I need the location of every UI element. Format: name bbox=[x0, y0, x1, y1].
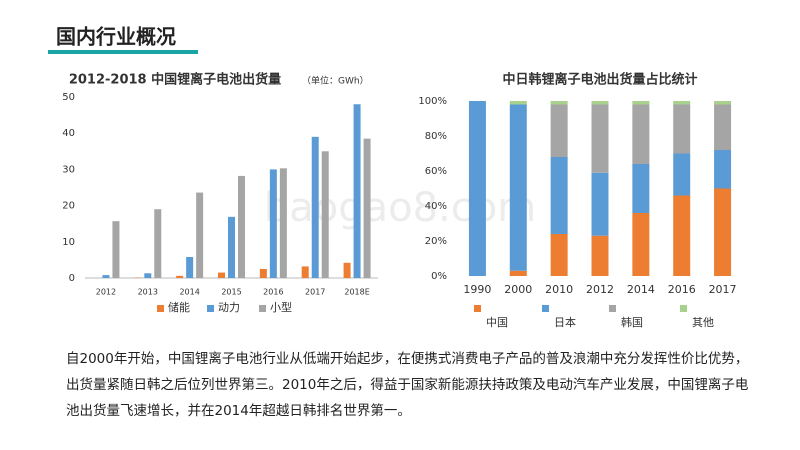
bar-segment bbox=[673, 153, 691, 196]
legend-swatch bbox=[609, 305, 616, 312]
bar-segment bbox=[591, 235, 609, 276]
y-tick-label: 10 bbox=[62, 237, 75, 248]
y-tick-label: 40 bbox=[62, 128, 75, 139]
x-tick-label: 2014 bbox=[179, 288, 199, 297]
bar bbox=[343, 262, 351, 278]
bar bbox=[176, 275, 184, 278]
bar bbox=[238, 175, 245, 278]
bar bbox=[102, 275, 110, 278]
x-tick-label: 1990 bbox=[463, 283, 491, 296]
page-title: 国内行业概况 bbox=[56, 25, 176, 49]
x-tick-label: 2013 bbox=[138, 288, 158, 297]
bar-segment bbox=[632, 213, 650, 276]
bar-segment bbox=[714, 104, 732, 150]
chart-subtitle: （单位：GWh） bbox=[302, 75, 369, 87]
title-underline bbox=[48, 50, 198, 54]
bar-segment bbox=[714, 188, 732, 276]
bar bbox=[321, 151, 329, 278]
x-tick-label: 2018E bbox=[344, 288, 369, 297]
bar-segment bbox=[550, 104, 568, 157]
legend-swatch bbox=[157, 305, 164, 312]
y-tick-label: 20 bbox=[62, 201, 75, 212]
bar-segment bbox=[591, 172, 609, 236]
legend-swatch bbox=[207, 305, 214, 312]
legend-swatch bbox=[474, 305, 481, 312]
bar-segment bbox=[714, 150, 732, 189]
legend-label: 动力 bbox=[218, 301, 240, 314]
x-tick-label: 2012 bbox=[96, 288, 116, 297]
bar-segment bbox=[591, 104, 609, 173]
chart-title: 中日韩锂离子电池出货量占比统计 bbox=[502, 72, 697, 88]
bar-segment bbox=[591, 101, 609, 105]
bar-segment bbox=[632, 164, 650, 213]
y-tick-label: 60% bbox=[425, 166, 447, 177]
bar bbox=[311, 136, 319, 278]
bar-segment bbox=[550, 101, 568, 105]
legend-swatch bbox=[259, 305, 266, 312]
bar-segment bbox=[509, 101, 527, 105]
y-tick-label: 100% bbox=[418, 96, 447, 107]
bar bbox=[363, 138, 371, 278]
bar bbox=[301, 266, 309, 278]
bar-segment bbox=[509, 104, 527, 271]
legend-swatch bbox=[542, 305, 549, 312]
bar-segment bbox=[673, 195, 691, 276]
bar-segment bbox=[673, 104, 691, 154]
bar bbox=[154, 209, 162, 278]
paragraph: 自2000年开始，中国锂离子电池行业从低端开始起步，在便携式消费电子产品的普及浪… bbox=[66, 351, 749, 419]
legend-label: 日本 bbox=[554, 315, 576, 329]
watermark: baogao8.com bbox=[264, 185, 536, 231]
bar-segment bbox=[673, 101, 691, 105]
bar bbox=[112, 221, 120, 278]
bar bbox=[144, 273, 152, 278]
bar-segment bbox=[632, 101, 650, 105]
y-tick-label: 40% bbox=[425, 201, 447, 212]
bar-segment bbox=[632, 104, 650, 164]
bar bbox=[279, 168, 287, 278]
y-tick-label: 50 bbox=[62, 92, 75, 103]
bar bbox=[269, 169, 277, 278]
bar bbox=[228, 216, 235, 278]
legend-label: 小型 bbox=[270, 300, 292, 314]
x-tick-label: 2017 bbox=[305, 288, 325, 297]
legend-label: 韩国 bbox=[621, 315, 643, 329]
legend-swatch bbox=[680, 305, 687, 312]
x-tick-label: 2017 bbox=[709, 283, 737, 296]
bar-segment bbox=[714, 101, 732, 105]
x-tick-label: 2010 bbox=[545, 283, 573, 296]
x-tick-label: 2000 bbox=[504, 283, 532, 296]
bar bbox=[218, 272, 225, 278]
y-tick-label: 20% bbox=[425, 236, 447, 247]
x-tick-label: 2014 bbox=[627, 283, 655, 296]
bar bbox=[196, 192, 204, 278]
legend-label: 中国 bbox=[486, 316, 508, 329]
chart-title: 2012-2018 中国锂离子电池出货量 bbox=[69, 72, 281, 88]
bar bbox=[259, 268, 267, 278]
y-tick-label: 30 bbox=[62, 164, 75, 175]
bar bbox=[353, 104, 361, 279]
y-tick-label: 0% bbox=[431, 271, 447, 282]
bar bbox=[186, 257, 194, 278]
y-tick-label: 0 bbox=[69, 273, 75, 284]
bar-segment bbox=[550, 157, 568, 234]
y-tick-label: 80% bbox=[425, 131, 447, 142]
bar-segment bbox=[509, 270, 527, 276]
x-tick-label: 2012 bbox=[586, 283, 614, 296]
bar-segment bbox=[550, 234, 568, 276]
x-tick-label: 2015 bbox=[221, 288, 241, 297]
legend-label: 储能 bbox=[168, 300, 190, 314]
bar-segment bbox=[468, 101, 486, 276]
x-tick-label: 2016 bbox=[668, 283, 696, 296]
legend-label: 其他 bbox=[692, 316, 714, 329]
x-tick-label: 2016 bbox=[263, 288, 283, 297]
